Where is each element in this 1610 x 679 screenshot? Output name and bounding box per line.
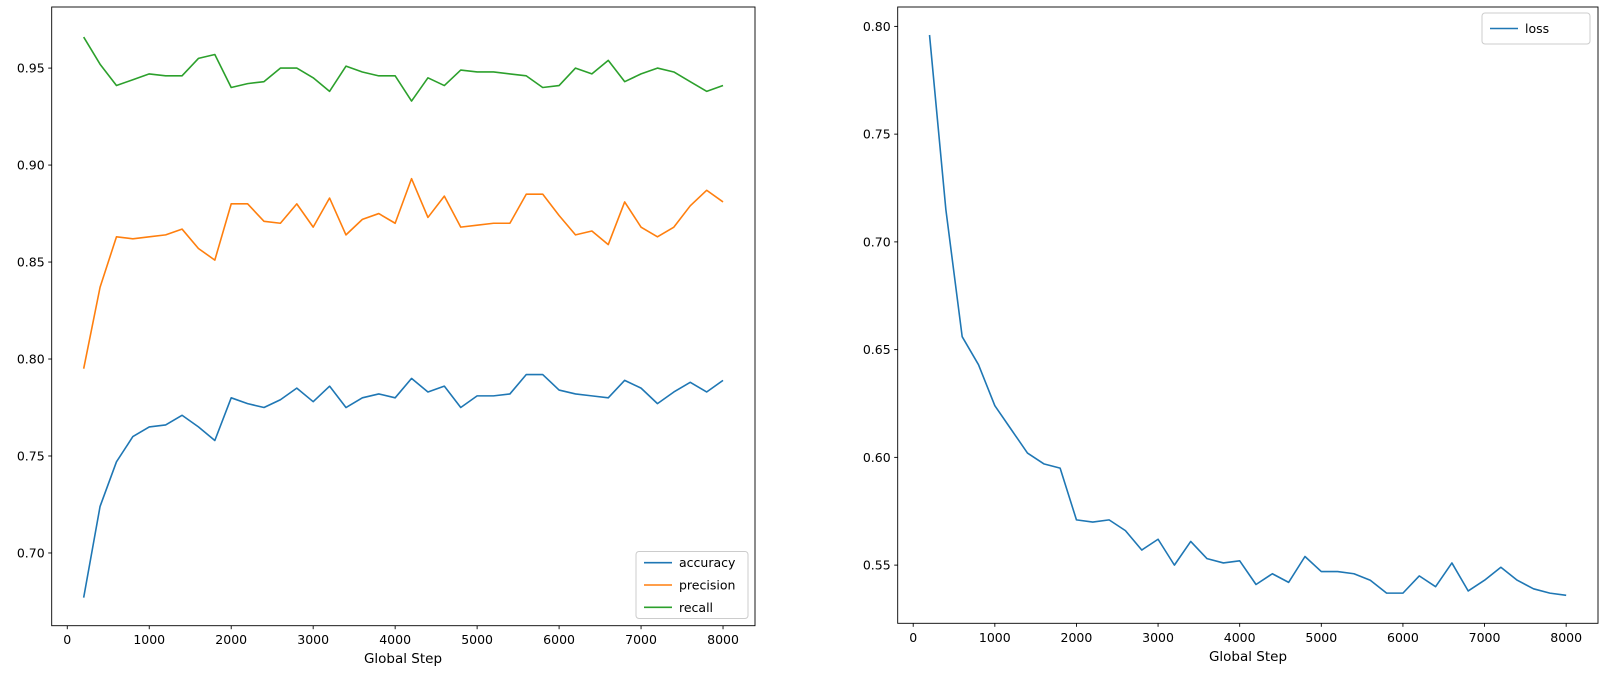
legend-item-loss: loss bbox=[1490, 21, 1549, 36]
loss-line bbox=[928, 34, 1567, 597]
legend-item-precision: precision bbox=[644, 578, 735, 593]
metrics-chart-axes: 0 1000 2000 3000 4000 5000 6000 7000 8000 0.70 0.7… bbox=[17, 6, 756, 647]
x-tick-label: 8000 bbox=[1550, 630, 1582, 645]
y-tick-label: 0.75 bbox=[17, 448, 45, 463]
accuracy-line bbox=[82, 373, 724, 598]
legend-box bbox=[1481, 12, 1591, 45]
legend-item-accuracy: accuracy bbox=[644, 555, 736, 570]
x-tick-label: 7000 bbox=[1469, 630, 1501, 645]
legend-label: precision bbox=[679, 578, 735, 593]
legend-label: recall bbox=[679, 600, 713, 615]
x-tick-label: 0 bbox=[63, 632, 71, 647]
y-tick-label: 0.65 bbox=[863, 342, 891, 357]
legend: loss bbox=[1481, 12, 1591, 45]
loss-chart-axes: 0 1000 2000 3000 4000 5000 6000 7000 8000 0.55 0.6… bbox=[863, 6, 1599, 645]
precision-line bbox=[82, 177, 724, 369]
x-tick-label: 6000 bbox=[543, 632, 575, 647]
recall-line bbox=[82, 36, 724, 102]
y-tick-label: 0.70 bbox=[863, 234, 891, 249]
y-tick-label: 0.80 bbox=[863, 19, 891, 34]
x-tick-label: 5000 bbox=[1305, 630, 1337, 645]
legend-item-recall: recall bbox=[644, 600, 713, 615]
legend-label: loss bbox=[1525, 21, 1549, 36]
y-tick-label: 0.80 bbox=[17, 352, 45, 367]
axes-frame bbox=[51, 6, 756, 627]
x-tick-label: 6000 bbox=[1387, 630, 1419, 645]
x-tick-label: 4000 bbox=[379, 632, 411, 647]
axes-frame bbox=[897, 6, 1599, 624]
x-tick-label: 1000 bbox=[133, 632, 165, 647]
x-axis-label-left: Global Step bbox=[364, 651, 442, 667]
x-tick-label: 7000 bbox=[625, 632, 657, 647]
legend-label: accuracy bbox=[679, 555, 736, 570]
x-tick-label: 5000 bbox=[461, 632, 493, 647]
y-tick-label: 0.85 bbox=[17, 255, 45, 270]
y-tick-label: 0.70 bbox=[17, 545, 45, 560]
legend-box bbox=[635, 551, 749, 619]
y-tick-label: 0.60 bbox=[863, 450, 891, 465]
y-tick-label: 0.95 bbox=[17, 61, 45, 76]
y-tick-label: 0.75 bbox=[863, 127, 891, 142]
y-tick-label: 0.90 bbox=[17, 158, 45, 173]
x-tick-label: 0 bbox=[909, 630, 917, 645]
x-tick-label: 3000 bbox=[1142, 630, 1174, 645]
legend: accuracy precision recall bbox=[635, 551, 749, 619]
x-tick-label: 4000 bbox=[1224, 630, 1256, 645]
y-tick-label: 0.55 bbox=[863, 558, 891, 573]
x-tick-label: 3000 bbox=[297, 632, 329, 647]
x-tick-label: 8000 bbox=[707, 632, 739, 647]
x-axis-label-right: Global Step bbox=[1209, 649, 1287, 665]
x-tick-label: 2000 bbox=[215, 632, 247, 647]
x-tick-label: 2000 bbox=[1061, 630, 1093, 645]
x-tick-label: 1000 bbox=[979, 630, 1011, 645]
